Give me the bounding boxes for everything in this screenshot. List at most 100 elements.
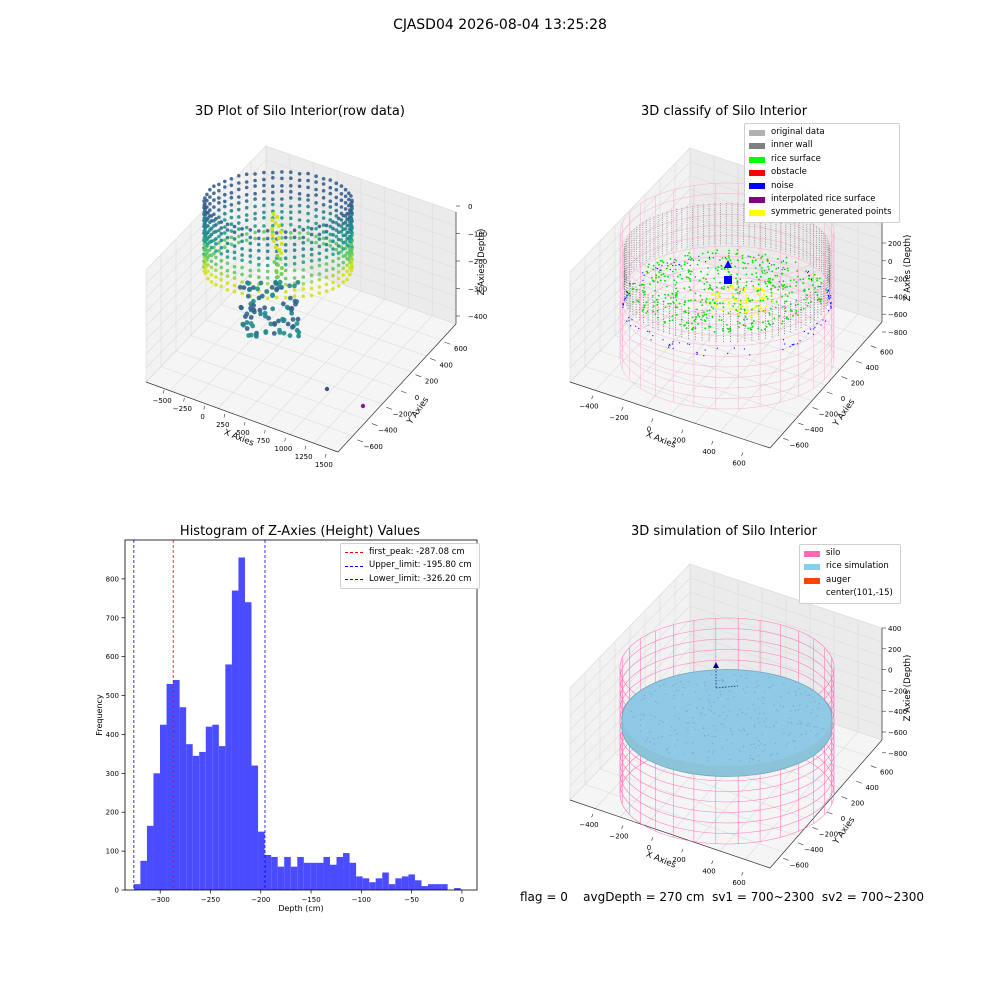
histogram-bar: [369, 882, 376, 890]
cls-rice-point: [718, 319, 721, 321]
cls-rice-point: [774, 306, 777, 309]
sim-z-tick-label: 200: [888, 646, 901, 654]
cls-rice-point: [750, 328, 752, 331]
histogram-y-tick-label: 200: [106, 809, 119, 817]
legend-entry: rice surface: [749, 153, 895, 166]
cls-noise-point: [782, 260, 785, 262]
cls-rice-point: [651, 279, 654, 282]
raw-point: [202, 222, 207, 226]
raw-point: [223, 204, 227, 209]
sim-rice-mesh-point: [718, 679, 720, 682]
cls-noise-point: [825, 320, 827, 322]
histogram-bar: [192, 755, 200, 890]
sim-rice-mesh-point: [789, 717, 791, 719]
raw-point: [321, 223, 326, 227]
cls-rice-point: [687, 276, 690, 279]
histogram-bar: [343, 853, 350, 890]
sim-rice-mesh-point: [798, 688, 800, 690]
raw-y-tick-label: 200: [425, 378, 438, 386]
panel1-title: 3D Plot of Silo Interior(row data): [195, 104, 405, 119]
raw-point: [203, 253, 208, 257]
cls-rice-point: [688, 252, 690, 254]
cls-noise-point: [672, 347, 674, 349]
grid-line: [689, 591, 883, 657]
sim-rice-mesh-point: [763, 720, 766, 722]
cls-symmetric-point: [715, 299, 718, 302]
sim-rice-mesh-point: [639, 730, 642, 733]
cls-rice-point: [646, 310, 649, 313]
cls-rice-point: [705, 317, 708, 319]
cls-y-tick-label: 400: [865, 364, 878, 372]
histogram-bar: [401, 876, 409, 890]
histogram-bar: [225, 664, 232, 890]
raw-point: [214, 275, 218, 279]
raw-point: [253, 184, 257, 188]
cls-y-tick: [856, 360, 862, 364]
sim-rice-mesh-point: [752, 758, 754, 761]
cls-rice-point: [685, 321, 688, 324]
raw-point: [328, 244, 333, 248]
cls-symmetric-point: [741, 305, 744, 308]
panel2-title: 3D classify of Silo Interior: [640, 104, 808, 119]
cls-rice-point: [690, 299, 692, 302]
cls-rice-point: [780, 261, 783, 263]
histogram-y-tick-label: 0: [115, 887, 119, 895]
cls-rice-point: [777, 258, 779, 260]
raw-point: [209, 214, 214, 218]
cls-rice-point: [684, 311, 687, 314]
cls-rice-point: [771, 270, 774, 273]
raw-point: [244, 213, 249, 217]
sim-rice-mesh-point: [681, 693, 684, 696]
cls-rice-point: [675, 281, 678, 284]
raw-z-tick-label: 0: [468, 203, 472, 211]
raw-x-tick-label: 500: [236, 429, 249, 437]
raw-point: [334, 241, 339, 246]
sim-rice-mesh-point: [733, 696, 735, 698]
sim-rice-mesh-point: [765, 717, 768, 720]
raw-point: [248, 274, 253, 278]
raw-point: [202, 203, 207, 207]
cls-rice-point: [705, 278, 707, 281]
legend-label: auger: [826, 574, 851, 585]
cls-symmetric-point: [714, 293, 717, 296]
raw-point: [301, 254, 306, 258]
raw-point: [208, 208, 212, 212]
raw-point: [336, 223, 341, 227]
sim-rice-mesh-point: [676, 739, 679, 741]
raw-point: [253, 236, 257, 241]
sim-x-tick: [741, 872, 744, 876]
cls-rice-point: [776, 274, 779, 277]
cls-noise-point: [828, 310, 830, 312]
histogram-bar: [160, 724, 167, 890]
cls-noise-point: [626, 291, 629, 293]
raw-point: [265, 296, 270, 300]
raw-point: [336, 284, 341, 288]
sim-x-tick-label: 0: [647, 844, 651, 852]
cls-symmetric-point: [744, 301, 747, 304]
sim-rice-mesh-point: [726, 739, 728, 742]
cls-rice-point: [716, 303, 719, 305]
raw-point: [309, 293, 314, 298]
cls-rice-point: [747, 327, 749, 330]
cls-rice-point: [799, 278, 802, 281]
raw-point: [341, 254, 346, 258]
cls-x-axis-label: X Axies: [644, 430, 677, 451]
sim-rice-mesh-point: [762, 702, 764, 704]
grid-line: [744, 313, 859, 440]
raw-z-tick-label: −400: [468, 313, 487, 321]
grid-line: [569, 577, 691, 703]
raw-point: [240, 227, 244, 231]
cls-rice-point: [780, 284, 783, 286]
histogram-bar: [428, 884, 435, 890]
cls-rice-point: [680, 265, 683, 267]
cls-x-tick-label: 0: [647, 425, 651, 433]
raw-point: [274, 231, 279, 235]
cls-rice-point: [685, 276, 688, 279]
sim-rice-mesh-point: [746, 686, 748, 689]
raw-point: [237, 234, 241, 239]
raw-point: [206, 224, 210, 228]
raw-point: [341, 221, 346, 226]
raw-point: [348, 272, 352, 277]
cls-noise-point: [675, 264, 677, 266]
sim-rice-mesh-point: [742, 745, 745, 747]
